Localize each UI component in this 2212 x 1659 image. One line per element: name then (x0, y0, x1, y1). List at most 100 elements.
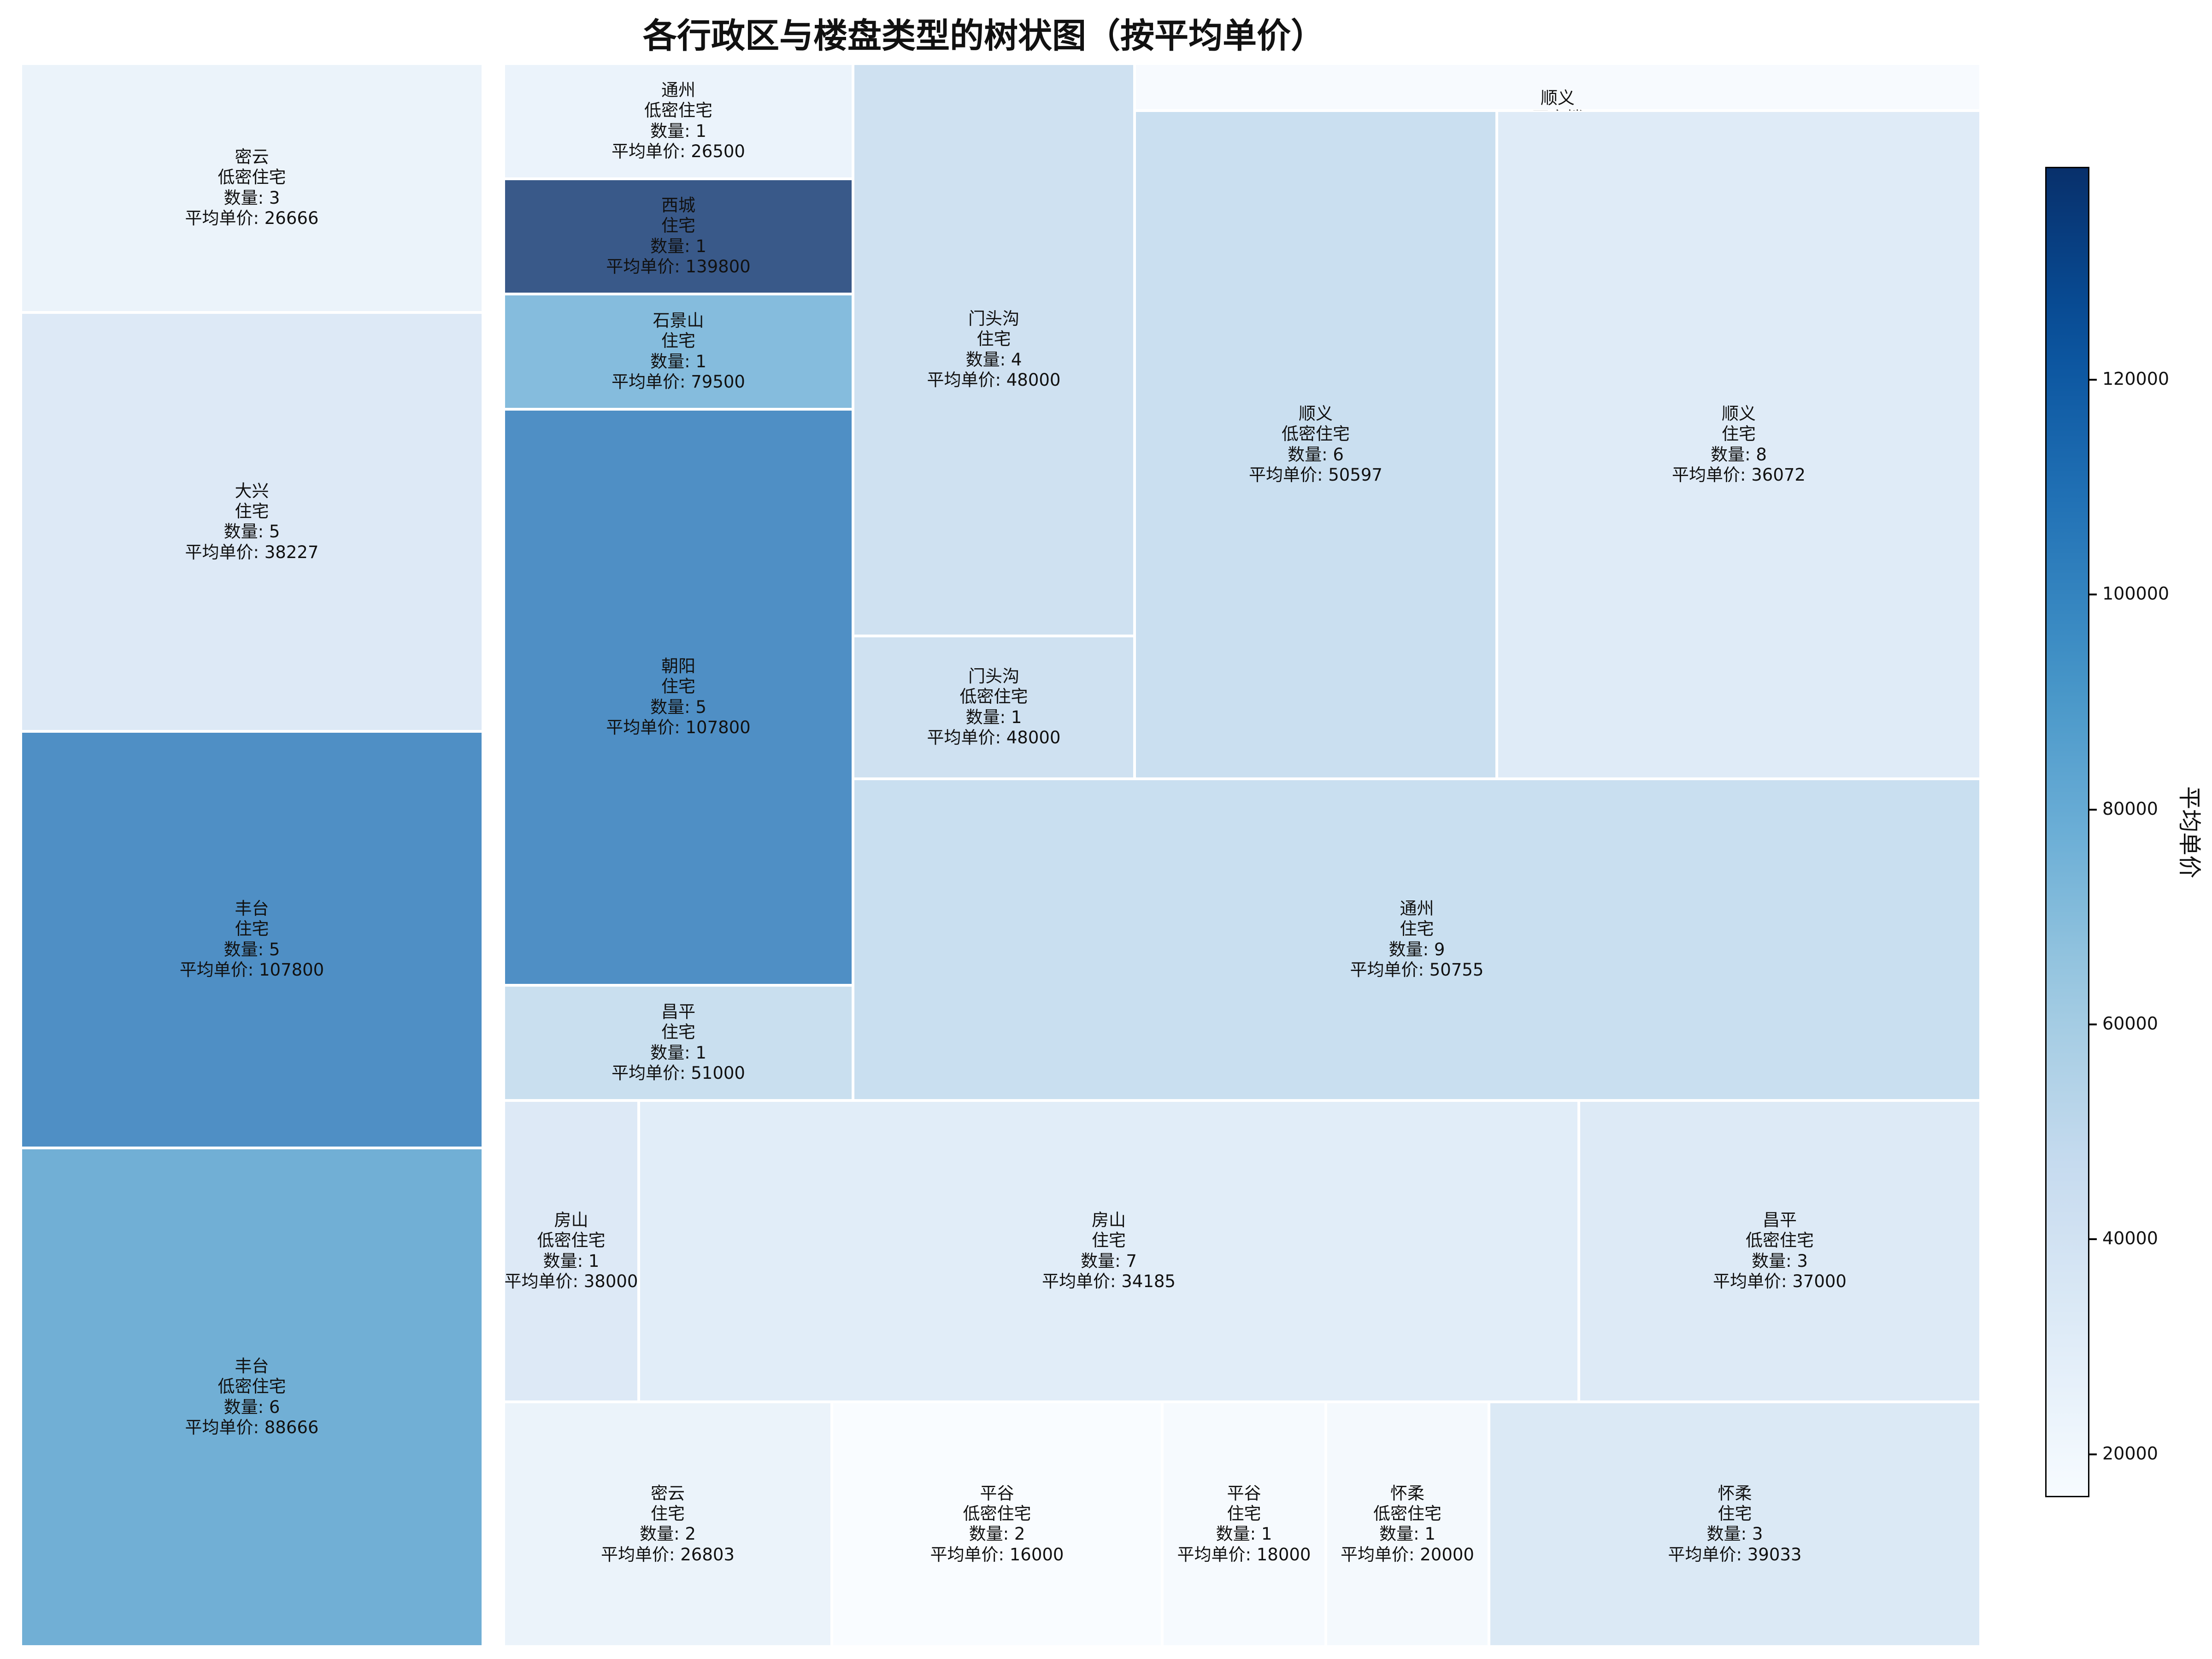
cell-avg-price: 平均单价: 20000 (1341, 1544, 1474, 1565)
treemap-cell-fengtai-residential: 丰台 住宅 数量: 5 平均单价: 107800 (21, 731, 483, 1148)
cell-label: 通州 住宅 数量: 9 平均单价: 50755 (1350, 899, 1484, 981)
cell-count: 数量: 5 (224, 522, 280, 542)
cell-district: 门头沟 (968, 309, 1019, 329)
treemap-cell-tongzhou-lowdensity: 通州 低密住宅 数量: 1 平均单价: 26500 (504, 64, 853, 179)
cell-type: 住宅 (977, 329, 1011, 349)
treemap-cell-shijingshan-residential: 石景山 住宅 数量: 1 平均单价: 79500 (504, 294, 853, 409)
cell-avg-price: 平均单价: 26666 (185, 208, 319, 229)
cell-district: 怀柔 (1390, 1483, 1424, 1503)
colorbar (2045, 167, 2089, 1497)
cell-avg-price: 平均单价: 88666 (185, 1418, 319, 1438)
cell-district: 通州 (1400, 899, 1434, 919)
cell-label: 怀柔 住宅 数量: 3 平均单价: 39033 (1668, 1483, 1802, 1565)
cell-count: 数量: 1 (650, 236, 706, 256)
cell-type: 住宅 (1400, 919, 1434, 939)
cell-avg-price: 平均单价: 139800 (606, 257, 751, 277)
treemap-cell-xicheng-residential: 西城 住宅 数量: 1 平均单价: 139800 (504, 179, 853, 294)
colorbar-tick-label: 120000 (2102, 368, 2170, 389)
cell-label: 平谷 住宅 数量: 1 平均单价: 18000 (1177, 1483, 1311, 1565)
cell-count: 数量: 3 (224, 188, 280, 208)
cell-avg-price: 平均单价: 16000 (930, 1544, 1064, 1565)
treemap-cell-shunyi-lowdensity: 顺义 低密住宅 数量: 6 平均单价: 50597 (1135, 111, 1497, 779)
treemap-cell-huairou-residential: 怀柔 住宅 数量: 3 平均单价: 39033 (1489, 1402, 1981, 1647)
cell-avg-price: 平均单价: 48000 (927, 370, 1061, 390)
cell-label: 昌平 住宅 数量: 1 平均单价: 51000 (612, 1002, 745, 1084)
treemap-cell-pinggu-residential: 平谷 住宅 数量: 1 平均单价: 18000 (1162, 1402, 1326, 1647)
colorbar-label: 平均单价 (2176, 786, 2203, 878)
cell-district: 平谷 (1227, 1483, 1261, 1503)
treemap-cell-miyun-lowdensity: 密云 低密住宅 数量: 3 平均单价: 26666 (21, 64, 483, 312)
cell-avg-price: 平均单价: 51000 (612, 1063, 745, 1083)
cell-type: 低密住宅 (963, 1504, 1031, 1524)
colorbar-tick-mark (2089, 594, 2097, 596)
cell-label: 西城 住宅 数量: 1 平均单价: 139800 (606, 195, 750, 277)
cell-district: 丰台 (235, 1356, 269, 1377)
cell-type: 低密住宅 (1282, 424, 1350, 444)
cell-type: 低密住宅 (1746, 1230, 1814, 1251)
cell-count: 数量: 2 (640, 1524, 696, 1544)
treemap-cell-chaoyang-residential: 朝阳 住宅 数量: 5 平均单价: 107800 (504, 409, 853, 985)
treemap-cell-huairou-lowdensity: 怀柔 低密住宅 数量: 1 平均单价: 20000 (1326, 1402, 1489, 1647)
cell-avg-price: 平均单价: 50755 (1350, 960, 1484, 980)
cell-count: 数量: 1 (650, 121, 706, 141)
cell-count: 数量: 6 (224, 1397, 280, 1417)
cell-label: 密云 低密住宅 数量: 3 平均单价: 26666 (185, 147, 319, 229)
cell-label: 门头沟 住宅 数量: 4 平均单价: 48000 (927, 309, 1061, 391)
cell-count: 数量: 1 (1379, 1524, 1435, 1544)
cell-label: 房山 低密住宅 数量: 1 平均单价: 38000 (505, 1210, 638, 1292)
cell-label: 门头沟 低密住宅 数量: 1 平均单价: 48000 (927, 666, 1061, 748)
cell-district: 密云 (651, 1483, 685, 1503)
treemap-cell-fangshan-residential: 房山 住宅 数量: 7 平均单价: 34185 (639, 1100, 1579, 1402)
cell-label: 怀柔 低密住宅 数量: 1 平均单价: 20000 (1341, 1483, 1474, 1565)
colorbar-tick-label: 60000 (2102, 1013, 2158, 1034)
colorbar-tick-mark (2089, 808, 2097, 811)
cell-label: 顺义 低密住宅 数量: 6 平均单价: 50597 (1249, 404, 1382, 486)
cell-district: 朝阳 (661, 656, 695, 677)
cell-label: 大兴 住宅 数量: 5 平均单价: 38227 (185, 481, 319, 563)
treemap-cell-changping-lowdensity: 昌平 低密住宅 数量: 3 平均单价: 37000 (1579, 1100, 1981, 1402)
cell-count: 数量: 1 (1216, 1524, 1272, 1544)
cell-district: 丰台 (235, 899, 269, 919)
cell-type: 住宅 (235, 919, 269, 939)
cell-count: 数量: 1 (650, 1043, 706, 1063)
colorbar-tick-mark (2089, 1023, 2097, 1025)
cell-type: 住宅 (661, 1022, 695, 1042)
cell-avg-price: 平均单价: 39033 (1668, 1544, 1802, 1565)
cell-district: 昌平 (1763, 1210, 1797, 1230)
cell-label: 丰台 住宅 数量: 5 平均单价: 107800 (180, 899, 324, 981)
cell-label: 房山 住宅 数量: 7 平均单价: 34185 (1042, 1210, 1176, 1292)
cell-district: 顺义 (1299, 404, 1333, 424)
treemap-cell-fengtai-lowdensity: 丰台 低密住宅 数量: 6 平均单价: 88666 (21, 1148, 483, 1647)
cell-avg-price: 平均单价: 26500 (612, 141, 745, 162)
treemap-cell-pinggu-lowdensity: 平谷 低密住宅 数量: 2 平均单价: 16000 (832, 1402, 1162, 1647)
cell-type: 低密住宅 (1373, 1504, 1441, 1524)
cell-type: 住宅 (1092, 1230, 1126, 1251)
cell-count: 数量: 5 (650, 697, 706, 717)
cell-type: 低密住宅 (644, 100, 712, 121)
colorbar-tick-mark (2089, 1238, 2097, 1241)
cell-avg-price: 平均单价: 36072 (1672, 465, 1806, 485)
cell-label: 通州 低密住宅 数量: 1 平均单价: 26500 (612, 80, 745, 162)
cell-count: 数量: 7 (1081, 1251, 1137, 1271)
cell-label: 石景山 住宅 数量: 1 平均单价: 79500 (612, 311, 745, 393)
treemap-cell-changping-residential: 昌平 住宅 数量: 1 平均单价: 51000 (504, 985, 853, 1100)
colorbar-tick-mark (2089, 1453, 2097, 1455)
cell-avg-price: 平均单价: 38227 (185, 542, 319, 562)
cell-label: 顺义 住宅 数量: 8 平均单价: 36072 (1672, 404, 1806, 486)
cell-type: 住宅 (661, 216, 695, 236)
cell-avg-price: 平均单价: 50597 (1249, 465, 1382, 485)
cell-avg-price: 平均单价: 26803 (601, 1544, 735, 1565)
colorbar-tick-label: 40000 (2102, 1228, 2158, 1249)
cell-label: 密云 住宅 数量: 2 平均单价: 26803 (601, 1483, 735, 1565)
treemap-cell-mentougou-lowdensity: 门头沟 低密住宅 数量: 1 平均单价: 48000 (853, 636, 1135, 779)
colorbar-tick-label: 20000 (2102, 1443, 2158, 1464)
cell-avg-price: 平均单价: 48000 (927, 728, 1061, 748)
cell-count: 数量: 1 (543, 1251, 600, 1271)
cell-count: 数量: 3 (1706, 1524, 1763, 1544)
cell-type: 住宅 (1227, 1504, 1261, 1524)
cell-avg-price: 平均单价: 107800 (606, 718, 751, 738)
colorbar-tick-mark (2089, 378, 2097, 381)
cell-count: 数量: 6 (1288, 445, 1344, 465)
cell-type: 住宅 (661, 331, 695, 351)
treemap-cell-miyun-residential: 密云 住宅 数量: 2 平均单价: 26803 (504, 1402, 832, 1647)
